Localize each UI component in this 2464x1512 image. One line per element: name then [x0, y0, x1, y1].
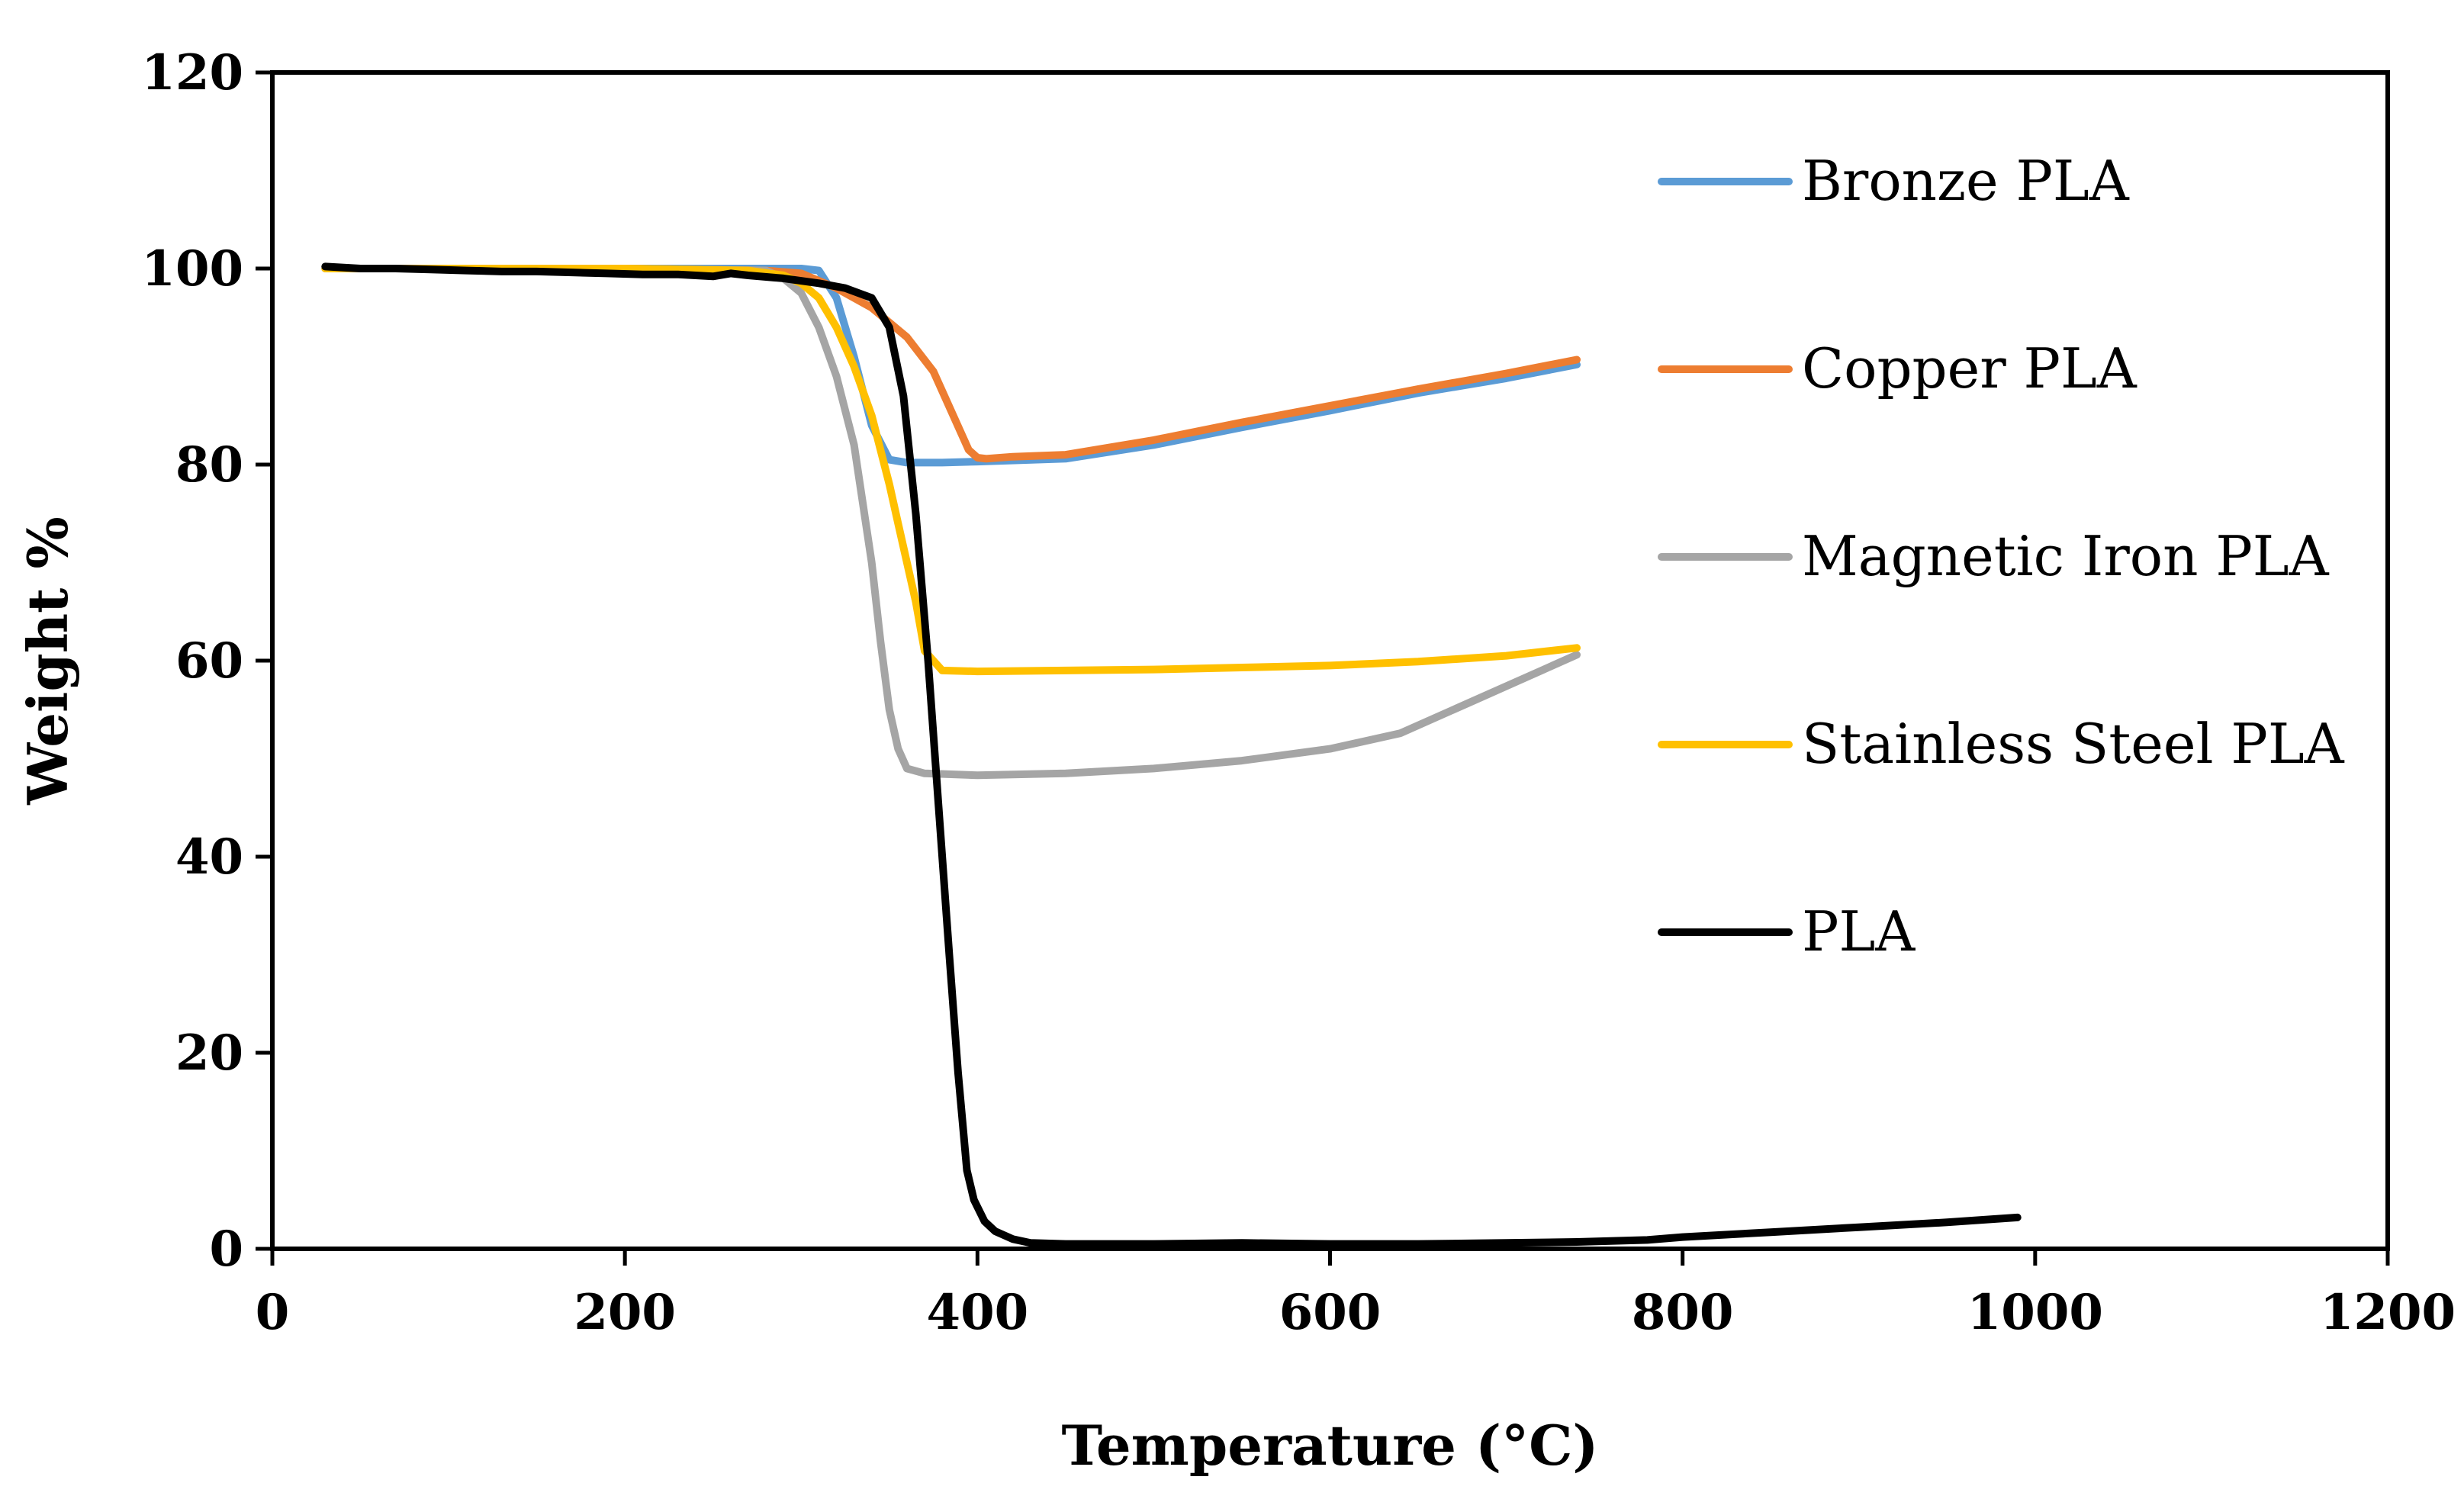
y-tick-label: 120	[141, 44, 243, 101]
plot-lines	[321, 262, 2022, 1248]
legend-label-pla: PLA	[1802, 899, 1916, 963]
y-tick-label: 40	[175, 828, 243, 886]
x-axis-title: Temperature (°C)	[1062, 1413, 1599, 1478]
x-tick-label: 0	[256, 1284, 290, 1341]
legend-label-magnetic-iron-pla: Magnetic Iron PLA	[1802, 524, 2330, 588]
x-tick-label: 200	[574, 1284, 676, 1341]
y-tick-label: 100	[141, 240, 243, 298]
x-tick-label: 1000	[1967, 1284, 2103, 1341]
legend-label-bronze-pla: Bronze PLA	[1802, 149, 2130, 213]
x-tick-label: 1200	[2320, 1284, 2456, 1341]
y-tick-label: 0	[209, 1221, 243, 1278]
legend-label-stainless-steel-pla: Stainless Steel PLA	[1802, 712, 2345, 776]
y-axis-title: Weight %	[15, 516, 80, 806]
x-tick-label: 400	[927, 1284, 1029, 1341]
x-tick-label: 600	[1279, 1284, 1382, 1341]
legend: Bronze PLA Copper PLA Magnetic Iron PLA Sta…	[1658, 149, 2345, 963]
plot-frame	[270, 70, 2390, 1251]
x-tick-label: 800	[1632, 1284, 1734, 1341]
legend-label-copper-pla: Copper PLA	[1802, 336, 2138, 401]
y-tick-label: 60	[175, 632, 243, 690]
y-tick-label: 20	[175, 1025, 243, 1082]
y-tick-label: 80	[175, 436, 243, 494]
series-line-pla	[321, 262, 2022, 1248]
